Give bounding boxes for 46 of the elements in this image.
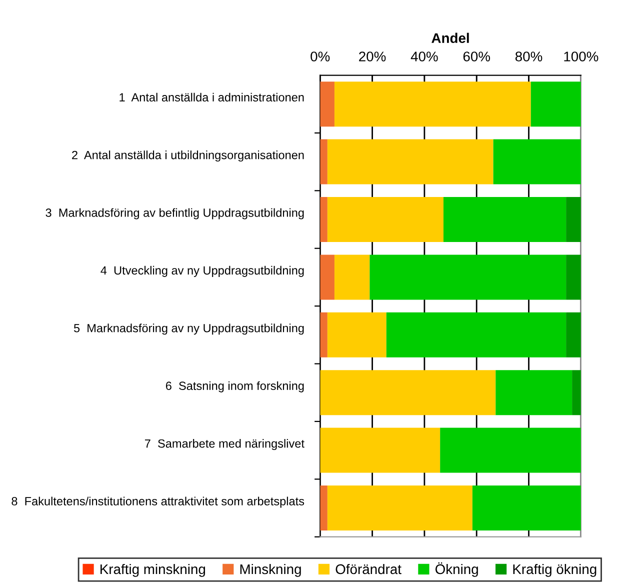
bar (386, 312, 566, 358)
y-tick-label: 4 Utveckling av ny Uppdragsutbildning (100, 266, 304, 277)
bar (327, 197, 444, 242)
legend-label: Kraftig minskning (100, 564, 206, 577)
legend-label: Ökning (435, 562, 478, 577)
x-tick-label: 80% (515, 52, 542, 62)
legend-label: Oförändrat (336, 564, 402, 574)
bar (320, 82, 334, 127)
x-tick-label: 60% (463, 52, 490, 62)
bar (320, 370, 496, 416)
legend-label: Kraftig ökning (513, 564, 596, 577)
y-tick-label: 2 Antal anställda i utbildningsorganisationen (72, 150, 304, 162)
bar (334, 254, 370, 300)
y-tick-label: 6 Satsning inom forskning (166, 381, 304, 392)
bar (472, 485, 581, 530)
bar (566, 254, 581, 300)
bar (572, 370, 581, 416)
y-tick-label: 8 Fakultetens/institutionens attraktivitet som arbetsplats (12, 496, 304, 508)
bar (320, 428, 440, 473)
bar (320, 139, 328, 184)
bar (327, 485, 472, 530)
x-tick-label: 100% (564, 52, 598, 62)
bar (320, 485, 328, 530)
x-tick-label: 40% (410, 52, 438, 62)
bar (320, 312, 328, 358)
x-tick-label: 20% (359, 52, 386, 62)
bar (320, 197, 328, 242)
bar (370, 254, 566, 300)
bar (327, 139, 494, 184)
y-tick-label: 1 Antal anställda i administrationen (120, 92, 304, 102)
x-axis-title: Andel (432, 32, 469, 44)
y-tick-label: 7 Samarbete med näringslivet (144, 439, 304, 450)
bar (443, 197, 566, 242)
bar (530, 82, 581, 127)
bar (566, 312, 581, 358)
bar (493, 139, 581, 184)
bar (327, 312, 386, 358)
y-tick-label: 3 Marknadsföring av befintlig Uppdragsutbildning (46, 208, 304, 220)
bar (566, 197, 581, 242)
bar (496, 370, 572, 416)
bar (334, 82, 531, 127)
y-tick-label: 5 Marknadsföring av ny Uppdragsutbildning (74, 324, 304, 335)
x-tick-label: 0% (310, 52, 330, 62)
bar (320, 254, 334, 300)
bar (440, 428, 581, 473)
legend-label: Minskning (240, 564, 301, 577)
